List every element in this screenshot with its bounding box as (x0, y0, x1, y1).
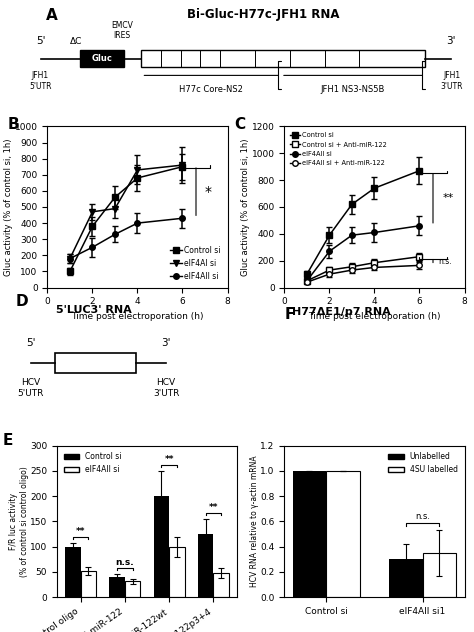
Text: **: ** (209, 503, 218, 512)
Legend: Control si, eIF4AII si: Control si, eIF4AII si (61, 449, 125, 477)
Bar (389, 559, 423, 597)
Text: ΔC: ΔC (70, 37, 82, 46)
Bar (213, 573, 229, 597)
Text: 3': 3' (447, 36, 456, 46)
Text: n.s.: n.s. (415, 513, 430, 521)
Text: JFH1
3'UTR: JFH1 3'UTR (441, 71, 463, 91)
Bar (326, 471, 360, 597)
Y-axis label: Gluc activity (% of control si, 1h): Gluc activity (% of control si, 1h) (241, 138, 250, 276)
Text: A: A (46, 8, 57, 23)
Text: **: ** (164, 455, 174, 464)
Bar (125, 581, 140, 597)
Legend: Control si, eIF4AI si, eIF4AII si: Control si, eIF4AI si, eIF4AII si (167, 243, 224, 284)
Text: *: * (205, 185, 212, 198)
X-axis label: Time post electroporation (h): Time post electroporation (h) (308, 312, 441, 321)
Legend: Unlabelled, 4SU labelled: Unlabelled, 4SU labelled (385, 449, 461, 477)
Text: HCV
5'UTR: HCV 5'UTR (17, 378, 44, 398)
Bar (109, 577, 125, 597)
Text: Gluc: Gluc (92, 54, 113, 63)
X-axis label: Time post electroporation (h): Time post electroporation (h) (71, 312, 204, 321)
Bar (423, 553, 456, 597)
Bar (65, 547, 81, 597)
Bar (198, 534, 213, 597)
Text: n.s.: n.s. (438, 257, 452, 265)
Bar (81, 50, 124, 67)
Text: EMCV
IRES: EMCV IRES (111, 21, 133, 40)
Text: **: ** (76, 526, 85, 535)
Text: 3': 3' (161, 338, 171, 348)
Text: D: D (15, 293, 28, 308)
Text: H77ΔE1/p7 RNA: H77ΔE1/p7 RNA (292, 307, 391, 317)
Text: Bi-Gluc-H77c-JFH1 RNA: Bi-Gluc-H77c-JFH1 RNA (187, 8, 340, 21)
Text: E: E (3, 434, 13, 449)
Bar (154, 496, 169, 597)
Text: 5'LUC3' RNA: 5'LUC3' RNA (56, 305, 132, 315)
Text: F: F (284, 307, 295, 322)
Bar (141, 50, 425, 67)
Text: n.s.: n.s. (116, 558, 134, 567)
Y-axis label: Gluc activity (% of control si, 1h): Gluc activity (% of control si, 1h) (4, 138, 13, 276)
Text: HCV
3'UTR: HCV 3'UTR (153, 378, 179, 398)
Bar (169, 547, 184, 597)
Text: 5': 5' (36, 36, 46, 46)
Bar (292, 471, 326, 597)
Text: 5': 5' (26, 338, 36, 348)
Text: B: B (8, 117, 19, 131)
Bar (55, 353, 136, 373)
Text: C: C (234, 117, 245, 131)
Text: JFH1
5'UTR: JFH1 5'UTR (29, 71, 52, 91)
Text: JFH1 NS3-NS5B: JFH1 NS3-NS5B (321, 85, 385, 94)
Bar (81, 571, 96, 597)
Y-axis label: HCV RNA relative to γ-actin mRNA: HCV RNA relative to γ-actin mRNA (250, 456, 259, 587)
Legend: Control si, Control si + Anti-miR-122, eIF4AII si, eIF4AII si + Anti-miR-122: Control si, Control si + Anti-miR-122, e… (288, 130, 390, 169)
Text: H77c Core-NS2: H77c Core-NS2 (179, 85, 243, 94)
Text: **: ** (443, 193, 455, 204)
Y-axis label: F/R luc activity
(% of control si control oligo): F/R luc activity (% of control si contro… (9, 466, 28, 577)
